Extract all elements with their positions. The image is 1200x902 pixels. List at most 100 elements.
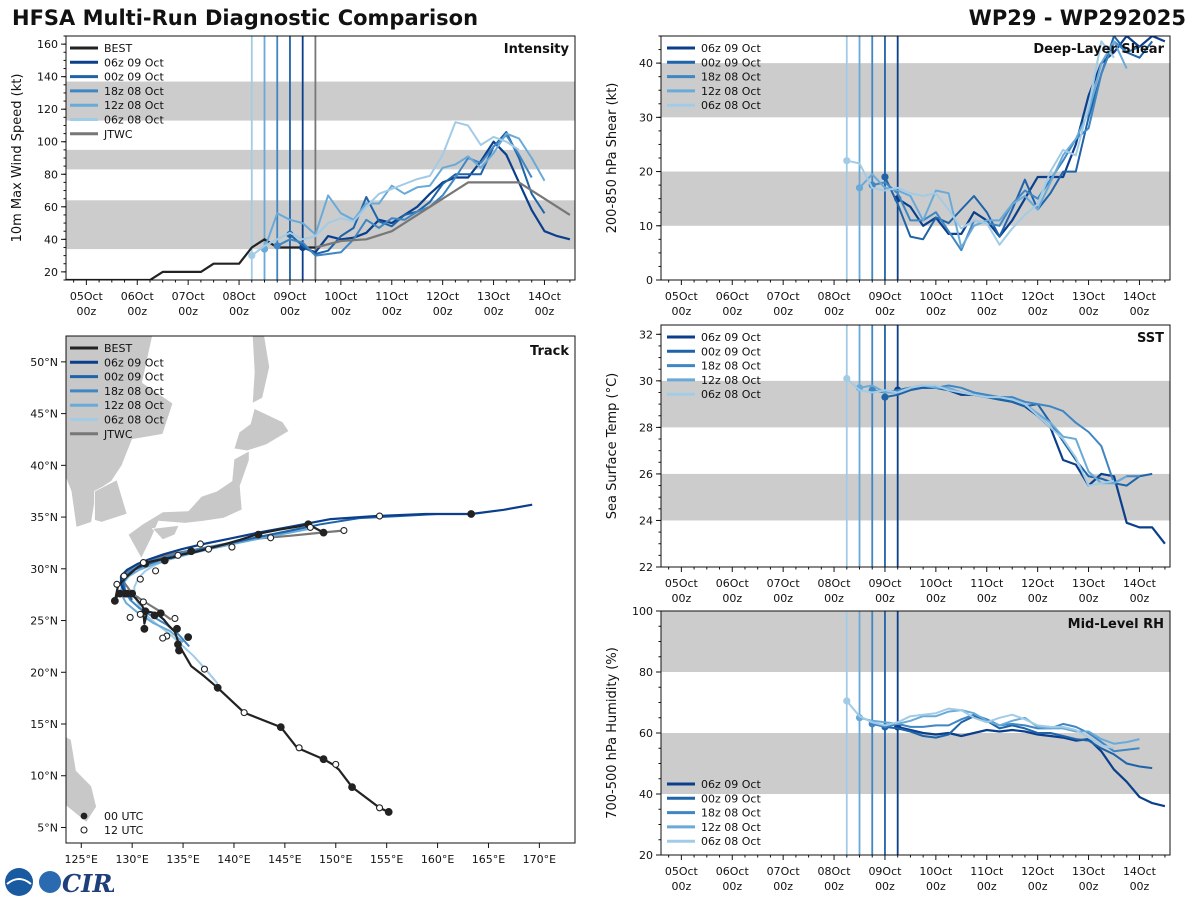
sst-xtick-label: 00z: [875, 592, 895, 605]
sst-ylabel: Sea Surface Temp (°C): [605, 373, 620, 520]
rh-xtick-label: 05Oct: [665, 865, 699, 878]
track-marker-12utc: [375, 804, 384, 812]
rh-series-run12z08: [859, 709, 1140, 745]
sst-legend-label: 00z 09 Oct: [701, 345, 761, 358]
sst-legend-label: 06z 08 Oct: [701, 388, 761, 401]
track-marker-00utc: [348, 783, 356, 792]
rh-ytick-label: 20: [639, 849, 653, 862]
shear-legend-label: 18z 08 Oct: [701, 71, 761, 84]
track-marker-12utc: [306, 523, 314, 531]
rh-legend-label: 12z 08 Oct: [701, 821, 761, 834]
shear-series-run12z08: [858, 40, 1128, 249]
sst-legend-label: 12z 08 Oct: [701, 374, 761, 387]
sst-title: SST: [1137, 331, 1164, 346]
track-marker-12utc: [152, 567, 160, 575]
track-marker-12utc: [240, 709, 248, 717]
intensity-xtick-label: 00z: [229, 305, 249, 318]
intensity-ytick-label: 120: [37, 103, 58, 116]
rh-init-point-run12z08: [855, 714, 864, 722]
shear-init-point-run12z08: [855, 184, 864, 192]
sakhalin-land: [251, 336, 271, 404]
track-xtick-label: 160°E: [421, 853, 454, 866]
shear-ytick-label: 20: [639, 166, 653, 179]
track-marker-00utc: [254, 530, 263, 539]
shear-xtick-label: 06Oct: [716, 290, 750, 303]
sst-xtick-label: 00z: [1079, 592, 1099, 605]
track-marker-00utc: [150, 611, 159, 620]
rh-panel: 20 40 60 80 100 05Oct 00z 06Oct 00z 07Oct 00z 08Oct…: [605, 605, 1171, 893]
track-marker-00utc: [140, 624, 149, 633]
rh-ytick-label: 60: [639, 727, 653, 740]
track-marker-00utc: [384, 808, 393, 816]
track-marker-12utc: [332, 760, 340, 768]
page-title: HFSA Multi-Run Diagnostic Comparison: [12, 6, 479, 30]
rh-ylabel: 700-500 hPa Humidity (%): [605, 647, 620, 819]
track-marker-00utc: [175, 646, 183, 655]
track-ytick-label: 20°N: [30, 666, 58, 679]
intensity-xtick-label: 06Oct: [121, 290, 155, 303]
track-marker-00utc: [184, 633, 193, 641]
rh-xtick-label: 00z: [1028, 880, 1048, 893]
intensity-xtick-label: 05Oct: [70, 290, 104, 303]
rh-xtick-label: 00z: [1130, 880, 1150, 893]
nesdis-globe-icon: [5, 868, 33, 896]
track-marker-00utc: [173, 624, 181, 633]
rh-xtick-label: 10Oct: [919, 865, 953, 878]
sst-xtick-label: 11Oct: [970, 577, 1004, 590]
sst-xtick-label: 00z: [671, 592, 691, 605]
sst-xtick-label: 05Oct: [665, 577, 699, 590]
intensity-xtick-label: 14Oct: [528, 290, 562, 303]
shear-xtick-label: 07Oct: [767, 290, 801, 303]
intensity-xtick-label: 00z: [382, 305, 402, 318]
track-legend-label: 06z 09 Oct: [104, 356, 164, 369]
intensity-legend-label: JTWC: [103, 128, 133, 141]
sst-xtick-label: 14Oct: [1123, 577, 1157, 590]
intensity-init-point-run06z08: [248, 252, 256, 260]
track-marker-00utc: [121, 589, 129, 598]
track-marker-12utc: [120, 572, 128, 580]
sst-ytick-label: 24: [639, 514, 653, 527]
track-ytick-label: 50°N: [30, 356, 58, 369]
shear-ytick-label: 10: [639, 220, 653, 233]
shear-xtick-label: 05Oct: [665, 290, 699, 303]
sst-xtick-label: 09Oct: [868, 577, 902, 590]
rh-legend-label: 06z 08 Oct: [701, 835, 761, 848]
rh-band-0: [661, 733, 1170, 794]
intensity-xtick-label: 00z: [433, 305, 453, 318]
intensity-panel: 20 40 60 80 100 120 140 160 05Oct 00z 06Oct 00z 07Oc…: [10, 35, 576, 318]
track-title: Track: [530, 344, 569, 359]
shear-series-run18z08: [871, 40, 1140, 252]
shear-xtick-label: 00z: [1130, 305, 1150, 318]
hokkaido-land: [233, 407, 290, 452]
sst-xtick-label: 10Oct: [919, 577, 953, 590]
rh-legend-label: 18z 08 Oct: [701, 807, 761, 820]
intensity-ytick-label: 80: [44, 168, 58, 181]
intensity-xtick-label: 12Oct: [426, 290, 460, 303]
intensity-series-jtwc: [315, 181, 571, 249]
track-ytick-label: 40°N: [30, 459, 58, 472]
shear-xtick-label: 11Oct: [970, 290, 1004, 303]
rh-xtick-label: 12Oct: [1021, 865, 1055, 878]
sst-init-point-run00z09: [881, 393, 889, 401]
rh-xtick-label: 00z: [773, 880, 793, 893]
shear-title: Deep-Layer Shear: [1033, 42, 1164, 57]
shear-ytick-label: 30: [639, 111, 653, 124]
intensity-xtick-label: 00z: [331, 305, 351, 318]
shear-band-0: [661, 171, 1170, 226]
intensity-xtick-label: 08Oct: [223, 290, 257, 303]
sst-legend-label: 18z 08 Oct: [701, 360, 761, 373]
shear-legend-label: 12z 08 Oct: [701, 85, 761, 98]
intensity-legend-label: 18z 08 Oct: [104, 85, 164, 98]
track-panel: 125°E 130°E 135°E 140°E 145°E 150°E 155°E 160°E…: [30, 335, 576, 866]
track-marker-12utc: [136, 575, 144, 583]
track-marker-12utc: [267, 534, 275, 542]
rh-xtick-label: 00z: [722, 880, 742, 893]
shear-xtick-label: 00z: [977, 305, 997, 318]
sst-ytick-label: 30: [639, 375, 653, 388]
track-marker-12utc: [139, 559, 147, 567]
track-legend-label: 18z 08 Oct: [104, 385, 164, 398]
legend-00utc-label: 00 UTC: [104, 810, 144, 823]
rh-series-run18z08: [871, 713, 1140, 753]
intensity-xtick-label: 10Oct: [324, 290, 358, 303]
